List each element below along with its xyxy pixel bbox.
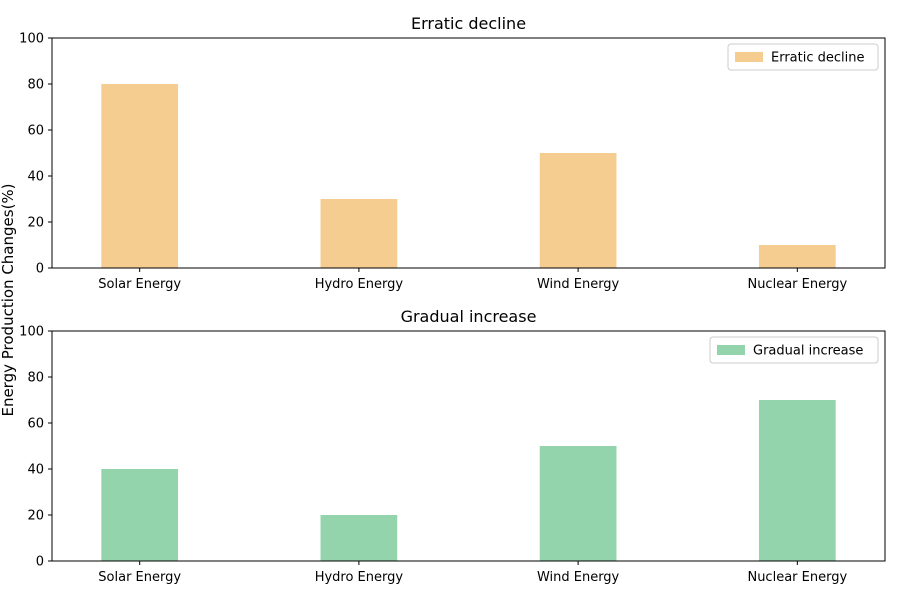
y-tick-label: 80 bbox=[27, 371, 44, 386]
chart-title: Erratic decline bbox=[411, 14, 526, 33]
y-tick-label: 80 bbox=[27, 78, 44, 93]
bar-solar-energy bbox=[101, 84, 179, 268]
y-tick-label: 0 bbox=[36, 555, 44, 570]
bar-hydro-energy bbox=[320, 199, 398, 268]
legend-label: Gradual increase bbox=[753, 344, 863, 359]
x-tick-label: Hydro Energy bbox=[315, 277, 404, 292]
legend-swatch bbox=[717, 345, 745, 355]
y-tick-label: 20 bbox=[27, 509, 44, 524]
x-tick-label: Wind Energy bbox=[537, 570, 620, 585]
plot-frame bbox=[51, 330, 886, 562]
bar-solar-energy bbox=[101, 469, 179, 561]
plot-frame bbox=[51, 37, 886, 269]
x-tick-label: Solar Energy bbox=[98, 570, 181, 585]
x-tick-label: Nuclear Energy bbox=[747, 570, 847, 585]
y-tick-label: 100 bbox=[19, 325, 44, 340]
x-tick-label: Hydro Energy bbox=[315, 570, 404, 585]
legend-swatch bbox=[735, 52, 763, 62]
y-tick-label: 40 bbox=[27, 463, 44, 478]
legend: Erratic decline bbox=[727, 43, 879, 71]
y-tick-label: 100 bbox=[19, 32, 44, 47]
bar-hydro-energy bbox=[320, 515, 398, 561]
x-tick-label: Wind Energy bbox=[537, 277, 620, 292]
y-tick-label: 40 bbox=[27, 170, 44, 185]
legend-label: Erratic decline bbox=[771, 51, 865, 66]
bar-nuclear-energy bbox=[758, 400, 836, 561]
legend-box bbox=[727, 43, 879, 71]
shared-y-axis-label: Energy Production Changes(%) bbox=[0, 183, 17, 416]
chart-panel-1: Solar Energy Hydro Energy Wind Energy Nucle… bbox=[19, 14, 886, 292]
chart-title: Gradual increase bbox=[401, 307, 537, 326]
x-tick-label: Nuclear Energy bbox=[747, 277, 847, 292]
chart-panel-2: Solar Energy Hydro Energy Wind Energy Nucle… bbox=[19, 307, 886, 585]
x-tick-label: Solar Energy bbox=[98, 277, 181, 292]
bar-nuclear-energy bbox=[758, 245, 836, 268]
y-tick-label: 60 bbox=[27, 417, 44, 432]
y-tick-label: 20 bbox=[27, 216, 44, 231]
legend-box bbox=[709, 336, 879, 364]
bar-wind-energy bbox=[539, 446, 617, 561]
y-tick-label: 0 bbox=[36, 262, 44, 277]
legend: Gradual increase bbox=[709, 336, 879, 364]
bar-wind-energy bbox=[539, 153, 617, 268]
y-tick-label: 60 bbox=[27, 124, 44, 139]
